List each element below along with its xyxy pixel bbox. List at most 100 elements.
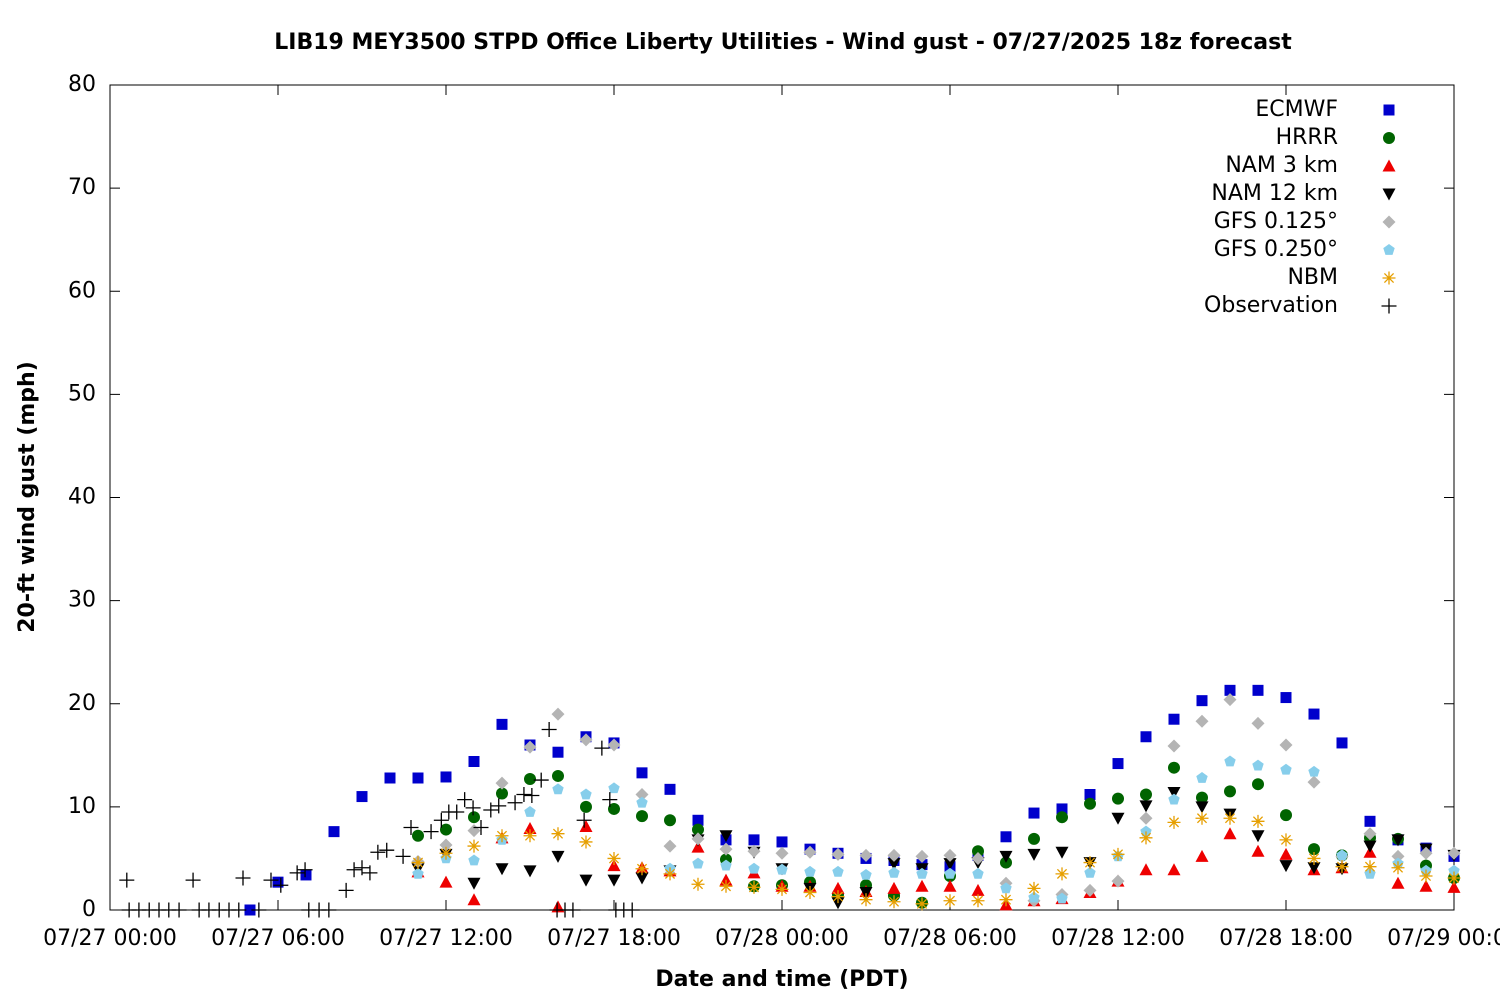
data-point <box>1140 731 1152 743</box>
data-point <box>1363 860 1377 874</box>
data-point <box>916 867 928 879</box>
data-point <box>971 851 985 865</box>
data-point <box>551 850 565 863</box>
data-point <box>523 865 537 878</box>
data-point <box>748 834 760 846</box>
data-point <box>887 895 901 909</box>
data-point <box>263 872 279 888</box>
data-point <box>999 893 1013 907</box>
data-point <box>1280 692 1292 704</box>
data-point <box>748 862 760 874</box>
data-point <box>719 842 733 856</box>
data-point <box>831 890 845 904</box>
data-point <box>491 798 507 814</box>
legend-label: Observation <box>1204 293 1338 318</box>
data-point <box>1419 846 1433 860</box>
y-tick-label: 30 <box>68 588 96 613</box>
data-point <box>1251 830 1265 843</box>
data-point <box>691 832 705 846</box>
data-point <box>1028 832 1040 845</box>
data-point <box>1251 844 1265 857</box>
legend-marker <box>1382 215 1396 229</box>
data-point <box>551 707 565 721</box>
data-point <box>231 902 247 918</box>
data-point <box>608 802 620 815</box>
data-point <box>1111 874 1125 888</box>
data-point <box>468 756 480 767</box>
data-point <box>608 782 620 794</box>
data-point <box>185 872 201 888</box>
data-point <box>384 772 396 784</box>
data-point <box>300 869 312 881</box>
data-point <box>636 767 648 779</box>
data-point <box>552 769 564 782</box>
data-point <box>1391 834 1405 847</box>
data-point <box>516 787 532 802</box>
data-point <box>1195 714 1209 728</box>
data-point <box>1168 761 1180 774</box>
y-tick-label: 70 <box>68 175 96 200</box>
data-point <box>423 824 439 840</box>
data-point <box>495 829 509 843</box>
data-point <box>1251 716 1265 730</box>
data-point <box>338 882 354 898</box>
data-point <box>664 814 676 827</box>
data-point <box>776 863 788 875</box>
data-point <box>1391 849 1405 863</box>
legend-label: ECMWF <box>1255 97 1338 122</box>
data-point <box>1055 846 1069 859</box>
data-point <box>1308 765 1320 777</box>
data-point <box>1196 791 1208 804</box>
data-point <box>719 830 733 843</box>
data-point <box>1447 880 1461 893</box>
data-point <box>692 857 704 869</box>
data-point <box>321 902 337 918</box>
legend-marker <box>1382 271 1396 285</box>
data-point <box>804 865 816 877</box>
data-point <box>1055 867 1069 881</box>
legend-label: NAM 3 km <box>1225 153 1338 178</box>
data-point <box>1363 827 1377 841</box>
data-point <box>495 776 509 790</box>
data-point <box>1224 684 1236 696</box>
legend-marker <box>1383 132 1395 144</box>
data-point <box>235 870 251 886</box>
data-point <box>1167 739 1181 753</box>
data-point <box>1056 892 1068 904</box>
data-point <box>775 882 789 896</box>
data-point <box>1168 793 1180 805</box>
data-point <box>860 868 872 880</box>
data-point <box>1084 866 1096 878</box>
data-point <box>1363 840 1377 853</box>
data-point <box>1139 811 1153 825</box>
data-point <box>1308 708 1320 720</box>
data-point <box>171 902 187 918</box>
data-point <box>379 842 395 858</box>
data-point <box>635 788 649 801</box>
data-point <box>747 880 761 894</box>
data-point <box>776 836 788 848</box>
data-point <box>412 772 424 784</box>
data-point <box>831 847 845 861</box>
data-point <box>720 859 732 871</box>
data-point <box>663 867 677 881</box>
data-point <box>1279 847 1293 860</box>
data-point <box>859 886 873 899</box>
legend-label: HRRR <box>1276 125 1338 150</box>
data-point <box>747 844 761 858</box>
data-point <box>971 894 985 908</box>
data-point <box>1391 861 1405 875</box>
data-point <box>119 872 135 888</box>
data-point <box>1028 807 1040 819</box>
data-point <box>1083 856 1097 870</box>
data-point <box>289 865 305 881</box>
data-point <box>1111 847 1125 861</box>
data-point <box>887 881 901 894</box>
data-point <box>395 848 411 864</box>
data-point <box>1391 876 1405 889</box>
data-point <box>496 787 508 800</box>
data-point <box>552 783 564 795</box>
data-point <box>1167 786 1181 799</box>
